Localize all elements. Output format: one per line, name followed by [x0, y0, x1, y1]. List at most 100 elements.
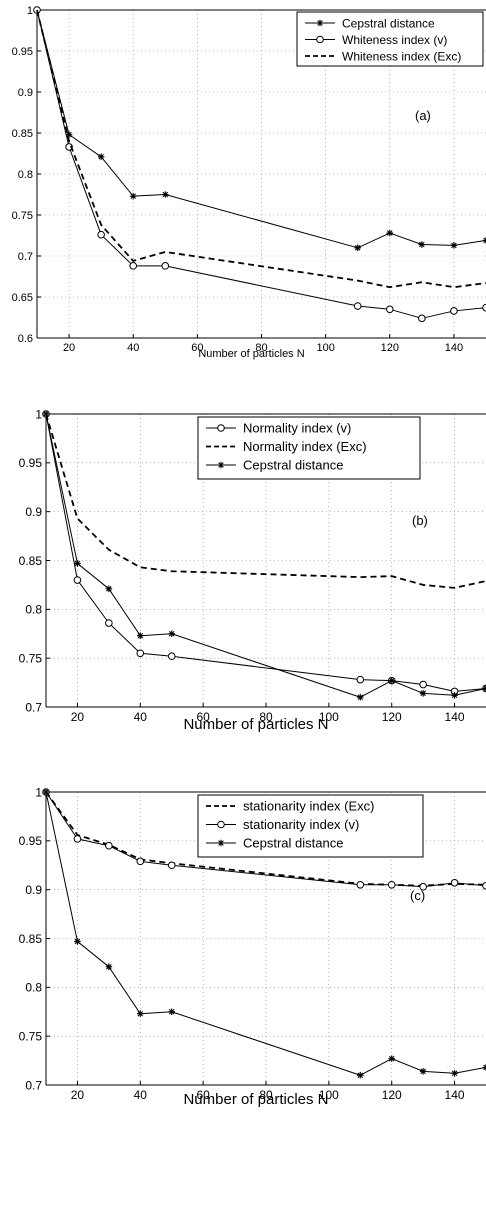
y-tick-label: 0.9	[25, 883, 42, 897]
data-point-star	[129, 192, 137, 200]
data-point-circle	[387, 880, 396, 889]
panel-annotation: (c)	[410, 888, 425, 903]
y-tick-label: 0.95	[19, 456, 43, 470]
data-point-star	[354, 244, 362, 252]
series-line	[45, 791, 486, 1076]
y-tick-label: 0.8	[25, 603, 42, 617]
data-point-circle	[356, 675, 365, 684]
x-tick-label: 120	[381, 342, 399, 354]
data-point-star	[168, 1008, 176, 1016]
data-point-circle	[73, 835, 82, 843]
chart-panel-3: 20 40 60 80 100 120 140 0.7 0.75 0.8 0.85 0.9 0.95 1 N…	[19, 785, 486, 1108]
y-tick-label: 0.95	[12, 46, 33, 58]
data-point-circle	[482, 303, 486, 312]
y-tick-label: 0.85	[12, 128, 33, 140]
legend-marker-star	[217, 461, 225, 469]
data-point-star	[451, 691, 458, 699]
panel-annotation: (b)	[412, 513, 428, 528]
series-3	[36, 9, 486, 289]
y-tick-label: 0.85	[19, 932, 43, 946]
series-line	[45, 413, 486, 692]
chart-panel-2: 20 40 60 80 100 120 140 0.7 0.75 0.8 0.85 0.9 0.95 1 N…	[19, 407, 486, 733]
data-point-circle	[167, 652, 176, 661]
data-point-circle	[356, 880, 365, 889]
y-tick-label: 0.8	[18, 169, 33, 181]
legend-label: Whiteness index (v)	[342, 33, 447, 47]
data-point-star	[419, 1068, 427, 1075]
series-line	[45, 791, 486, 888]
x-tick-label: 120	[382, 710, 402, 724]
legend: stationarity index (Exc) stationarity ind…	[197, 794, 424, 858]
y-tick-label: 0.75	[19, 1029, 43, 1043]
data-point-circle	[65, 143, 73, 151]
data-point-star	[42, 788, 50, 796]
data-point-circle	[385, 305, 394, 314]
y-tick-label: 0.7	[25, 1078, 42, 1092]
data-point-star	[136, 1010, 144, 1017]
x-tick-label: 80	[259, 710, 273, 724]
x-tick-label: 120	[382, 1088, 402, 1102]
y-tick-label: 0.85	[19, 554, 43, 568]
legend-marker-star	[316, 19, 324, 27]
y-tick-label: 1	[35, 407, 42, 421]
data-point-circle	[161, 262, 170, 270]
x-tick-label: 100	[316, 342, 334, 354]
data-point-star	[105, 963, 113, 971]
x-tick-label: 140	[445, 1088, 465, 1102]
x-tick-label: 60	[196, 710, 210, 724]
legend-label: Whiteness index (Exc)	[342, 49, 461, 63]
legend-label: stationarity index (Exc)	[243, 799, 375, 814]
x-tick-label: 60	[191, 342, 203, 354]
series-2	[45, 413, 486, 589]
x-axis-label: Number of particles N	[183, 716, 328, 733]
data-point-star	[451, 1069, 458, 1077]
y-tick-label: 1	[35, 785, 42, 799]
x-tick-label: 20	[63, 342, 75, 354]
series-line	[45, 413, 486, 589]
data-point-circle	[105, 619, 113, 627]
x-tick-label: 20	[71, 1088, 85, 1102]
data-point-star	[65, 131, 73, 138]
series-line	[36, 9, 486, 289]
x-axis-label: Number of particles N	[183, 1091, 328, 1108]
x-tick-label: 100	[319, 710, 339, 724]
series-line	[36, 9, 486, 319]
legend-label: Normality index (Exc)	[243, 439, 367, 454]
x-tick-label: 20	[71, 710, 85, 724]
x-tick-label: 140	[445, 342, 463, 354]
data-point-circle	[167, 861, 176, 870]
data-point-circle	[450, 879, 459, 887]
y-tick-label: 0.7	[18, 251, 33, 263]
y-tick-label: 0.7	[25, 700, 42, 714]
data-point-star	[74, 560, 81, 567]
data-point-circle	[418, 314, 426, 323]
legend-marker-circle	[316, 35, 324, 44]
chart-panel-1: 20 40 60 80 100 120 140 0.6 0.65 0.7 0.75 0.8 0.85 0.…	[12, 5, 486, 360]
legend-marker-circle	[217, 820, 225, 829]
series-3	[42, 788, 486, 1079]
data-point-star	[356, 693, 364, 701]
legend-label: Cepstral distance	[243, 836, 343, 851]
data-point-circle	[419, 680, 427, 689]
y-tick-label: 0.65	[12, 292, 33, 304]
x-tick-label: 80	[255, 342, 267, 354]
data-point-star	[136, 632, 144, 640]
y-tick-label: 1	[27, 5, 33, 17]
data-point-star	[450, 242, 458, 249]
y-tick-label: 0.9	[18, 87, 33, 99]
x-tick-label: 80	[259, 1088, 273, 1102]
legend-label: stationarity index (v)	[243, 817, 359, 832]
x-tick-label: 40	[134, 1088, 148, 1102]
legend: Cepstral distance Whiteness index (v) Whit…	[296, 11, 484, 67]
legend-label: Normality index (v)	[243, 421, 351, 436]
data-point-star	[388, 1055, 396, 1062]
data-point-star	[388, 677, 396, 684]
x-tick-label: 140	[445, 710, 465, 724]
data-point-star	[161, 191, 169, 198]
data-point-circle	[419, 882, 427, 891]
data-point-star	[356, 1071, 364, 1079]
y-tick-label: 0.6	[18, 333, 33, 345]
series-line	[45, 413, 486, 698]
data-point-star	[97, 153, 105, 161]
